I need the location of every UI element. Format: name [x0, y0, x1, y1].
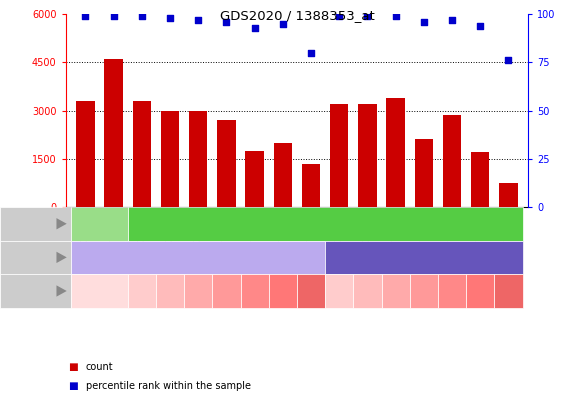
- Point: [137, 13, 146, 19]
- Text: 1 d: 1 d: [135, 286, 148, 296]
- Bar: [77, 101, 95, 207]
- Text: 3 wk: 3 wk: [442, 286, 462, 296]
- Point: [391, 13, 400, 19]
- Point: [166, 15, 175, 21]
- Text: ■: ■: [69, 362, 78, 371]
- Point: [307, 49, 316, 56]
- Point: [504, 57, 513, 64]
- Bar: [499, 183, 517, 207]
- Point: [222, 19, 231, 25]
- Point: [476, 23, 485, 29]
- Text: time: time: [17, 219, 40, 229]
- Bar: [330, 104, 348, 207]
- Point: [448, 17, 457, 23]
- Bar: [358, 104, 377, 207]
- Text: 6 wk: 6 wk: [301, 286, 321, 296]
- Text: 6 wk: 6 wk: [498, 286, 518, 296]
- Text: shock: shock: [10, 286, 40, 296]
- Text: other: other: [12, 252, 40, 262]
- Point: [109, 13, 118, 19]
- Point: [81, 13, 90, 19]
- Text: 2 wk: 2 wk: [216, 286, 236, 296]
- Text: control: control: [85, 286, 114, 296]
- Bar: [415, 139, 433, 207]
- Bar: [246, 151, 264, 207]
- Bar: [471, 152, 489, 207]
- Point: [419, 19, 428, 25]
- Text: 1 wk: 1 wk: [386, 286, 405, 296]
- Bar: [443, 115, 461, 207]
- Bar: [104, 59, 123, 207]
- Text: percentile rank within the sample: percentile rank within the sample: [86, 381, 251, 391]
- Bar: [189, 111, 207, 207]
- Text: 4 wk: 4 wk: [273, 286, 292, 296]
- Text: fractured femora: fractured femora: [383, 252, 465, 262]
- Point: [335, 13, 344, 19]
- Text: ■: ■: [69, 381, 78, 391]
- Text: no fracture: no fracture: [73, 219, 126, 229]
- Bar: [132, 101, 151, 207]
- Text: 2 wk: 2 wk: [414, 286, 433, 296]
- Text: intact femora: intact femora: [165, 252, 231, 262]
- Point: [194, 17, 203, 23]
- Text: 1 d: 1 d: [332, 286, 346, 296]
- Bar: [387, 98, 405, 207]
- Point: [363, 13, 372, 19]
- Text: 3 d: 3 d: [163, 286, 176, 296]
- Text: count: count: [86, 362, 113, 371]
- Bar: [302, 164, 320, 207]
- Text: 3 wk: 3 wk: [245, 286, 264, 296]
- Text: 4 wk: 4 wk: [471, 286, 490, 296]
- Text: 1 wk: 1 wk: [188, 286, 208, 296]
- Point: [250, 24, 259, 31]
- Point: [278, 21, 287, 27]
- Text: GDS2020 / 1388353_at: GDS2020 / 1388353_at: [219, 9, 375, 22]
- Text: midshaft fracture: midshaft fracture: [283, 219, 367, 229]
- Bar: [274, 143, 292, 207]
- Bar: [217, 120, 236, 207]
- Bar: [161, 111, 179, 207]
- Text: 3 d: 3 d: [361, 286, 374, 296]
